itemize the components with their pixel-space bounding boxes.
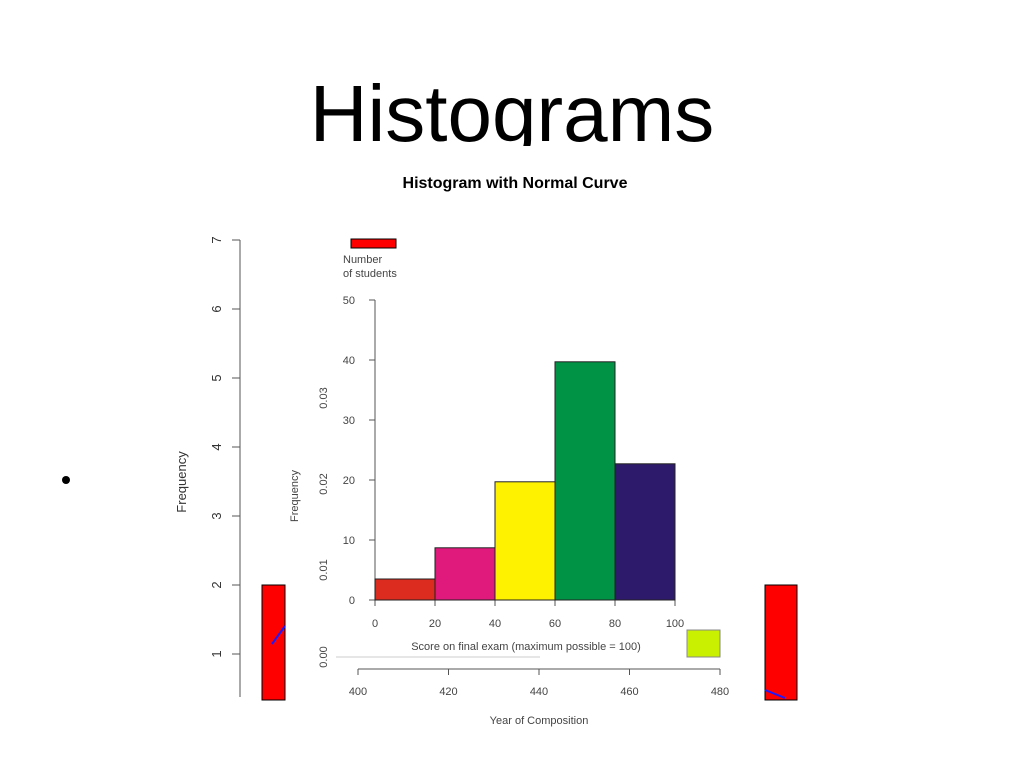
front-y-tick-label: 0 <box>349 595 355 607</box>
normal-curve-right <box>764 689 786 699</box>
histogram-bar-20-40 <box>434 547 496 601</box>
back-y-tick-label: 2 <box>209 581 224 588</box>
back-y-tick-label: 3 <box>209 512 224 519</box>
histogram-bar-80-100 <box>614 463 676 601</box>
back-x-tick-label: 420 <box>439 686 457 698</box>
front-x-tick-label: 0 <box>372 618 378 630</box>
back-y-tick-label: 5 <box>209 374 224 381</box>
back-y-tick-label: 7 <box>209 236 224 243</box>
density-tick-label: 0.03 <box>318 387 330 408</box>
back-y-ticks: 1 2 3 4 5 6 7 <box>209 236 240 658</box>
front-x-tick-label: 100 <box>666 618 684 630</box>
histogram-bar-60-80 <box>554 361 616 601</box>
front-x-ticks: 0 20 40 60 80 100 <box>372 600 684 630</box>
front-y-tick-label: 10 <box>343 535 355 547</box>
front-y-axis-label: Frequency <box>289 470 301 522</box>
back-bar-right <box>764 584 798 701</box>
back-y-tick-label: 6 <box>209 305 224 312</box>
density-tick-label: 0.02 <box>318 473 330 494</box>
front-x-axis-label: Score on final exam (maximum possible = … <box>411 641 641 653</box>
back-x-tick-label: 400 <box>349 686 367 698</box>
front-y-tick-label: 40 <box>343 355 355 367</box>
slide-title: Histograms <box>309 74 715 146</box>
back-x-tick-label: 480 <box>711 686 729 698</box>
front-histogram: Number of students Frequency 0 10 20 30 40 50… <box>289 238 684 653</box>
front-x-tick-label: 20 <box>429 618 441 630</box>
front-x-tick-label: 80 <box>609 618 621 630</box>
accent-box <box>686 629 721 658</box>
front-y-tick-label: 50 <box>343 295 355 307</box>
y-caption-line1: Number <box>343 254 382 266</box>
back-chart-title: Histogram with Normal Curve <box>402 175 628 192</box>
density-ticks: 0.00 0.01 0.02 0.03 <box>318 387 330 667</box>
histogram-bar-0-20 <box>374 578 436 601</box>
bullet-point <box>62 476 70 484</box>
front-y-tick-label: 20 <box>343 475 355 487</box>
back-x-tick-label: 440 <box>530 686 548 698</box>
front-y-tick-label: 30 <box>343 415 355 427</box>
front-bars <box>374 361 676 601</box>
density-tick-label: 0.00 <box>318 646 330 667</box>
back-x-tick-label: 460 <box>620 686 638 698</box>
density-tick-label: 0.01 <box>318 559 330 580</box>
front-x-tick-label: 40 <box>489 618 501 630</box>
back-x-ticks: 400 420 440 460 480 <box>349 669 729 698</box>
histogram-bar-40-60 <box>494 481 556 601</box>
normal-curve-left <box>271 625 286 645</box>
back-y-tick-label: 1 <box>209 650 224 657</box>
y-caption-line2: of students <box>343 268 397 280</box>
back-x-axis-label: Year of Composition <box>490 715 589 727</box>
back-y-tick-label: 4 <box>209 443 224 450</box>
legend-swatch <box>350 238 397 249</box>
front-x-tick-label: 60 <box>549 618 561 630</box>
front-y-ticks: 0 10 20 30 40 50 <box>343 295 375 607</box>
back-y-axis-label: Frequency <box>174 451 189 513</box>
